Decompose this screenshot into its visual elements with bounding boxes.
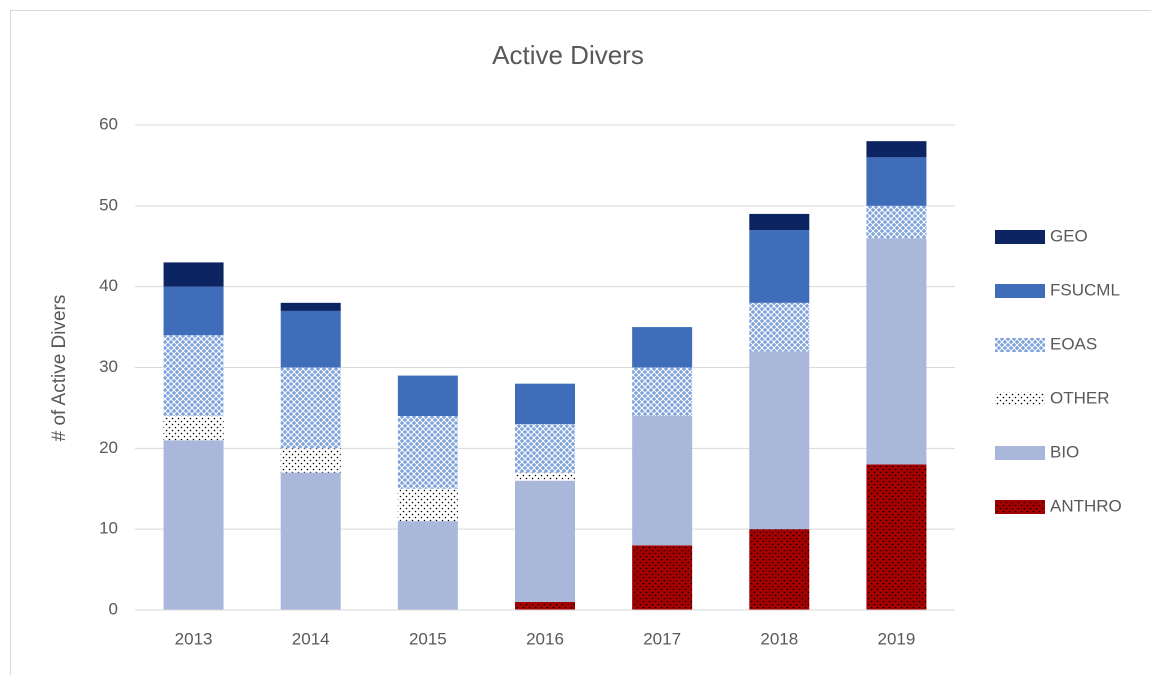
bar-segment — [397, 521, 458, 610]
bar-segment — [749, 529, 810, 610]
bar-segment — [749, 230, 810, 303]
bar-segment — [866, 238, 927, 465]
x-tick-label: 2016 — [526, 629, 564, 648]
legend-label: BIO — [1050, 442, 1079, 461]
y-tick-label: 0 — [109, 599, 118, 618]
bar-segment — [397, 416, 458, 489]
legend-label: FSUCML — [1050, 280, 1120, 299]
bar-segment — [280, 472, 341, 610]
bar-segment — [515, 472, 575, 481]
bar-segment — [632, 327, 693, 368]
bar-segment — [280, 302, 341, 311]
legend-label: ANTHRO — [1050, 496, 1122, 515]
x-tick-label: 2013 — [175, 629, 213, 648]
bar-segment — [632, 416, 693, 546]
legend-swatch — [995, 446, 1045, 460]
y-tick-label: 50 — [99, 195, 118, 214]
x-tick-label: 2018 — [760, 629, 798, 648]
legend-label: OTHER — [1050, 388, 1110, 407]
y-tick-label: 30 — [99, 357, 118, 376]
bar-segment — [515, 480, 575, 602]
y-tick-label: 20 — [99, 438, 118, 457]
bar-segment — [163, 335, 224, 416]
bar-segment — [280, 310, 341, 368]
legend-swatch — [995, 284, 1045, 298]
bar-segment — [515, 383, 575, 425]
x-tick-label: 2017 — [643, 629, 681, 648]
bar-segment — [866, 157, 927, 206]
bar-segment — [632, 545, 693, 610]
y-tick-label: 60 — [99, 114, 118, 133]
bar-segment — [515, 424, 575, 473]
bar-segment — [280, 448, 341, 473]
bar-segment — [749, 302, 810, 352]
legend-label: EOAS — [1050, 334, 1097, 353]
legend-label: GEO — [1050, 226, 1088, 245]
y-tick-label: 40 — [99, 276, 118, 295]
bar-segment — [280, 367, 341, 449]
bar-segment — [866, 464, 927, 610]
x-tick-label: 2014 — [292, 629, 330, 648]
bar-segment — [163, 262, 224, 287]
legend-swatch — [995, 392, 1045, 406]
y-axis-label: # of Active Divers — [49, 295, 70, 442]
chart-title: Active Divers — [492, 40, 644, 70]
bar-segment — [163, 440, 224, 610]
y-tick-label: 10 — [99, 519, 118, 538]
bar-segment — [163, 416, 224, 441]
bar-segment — [749, 351, 810, 530]
bar-segment — [397, 488, 458, 522]
legend-swatch — [995, 500, 1045, 514]
bar-segment — [163, 286, 224, 336]
bar-segment — [749, 213, 810, 231]
legend-swatch — [995, 230, 1045, 244]
bar-segment — [866, 205, 927, 239]
legend-swatch — [995, 338, 1045, 352]
bar-segment — [515, 601, 575, 610]
bar-segment — [632, 367, 693, 416]
x-tick-label: 2015 — [409, 629, 447, 648]
x-tick-label: 2019 — [878, 629, 916, 648]
bar-segment — [866, 141, 927, 158]
bar-segment — [397, 375, 458, 416]
